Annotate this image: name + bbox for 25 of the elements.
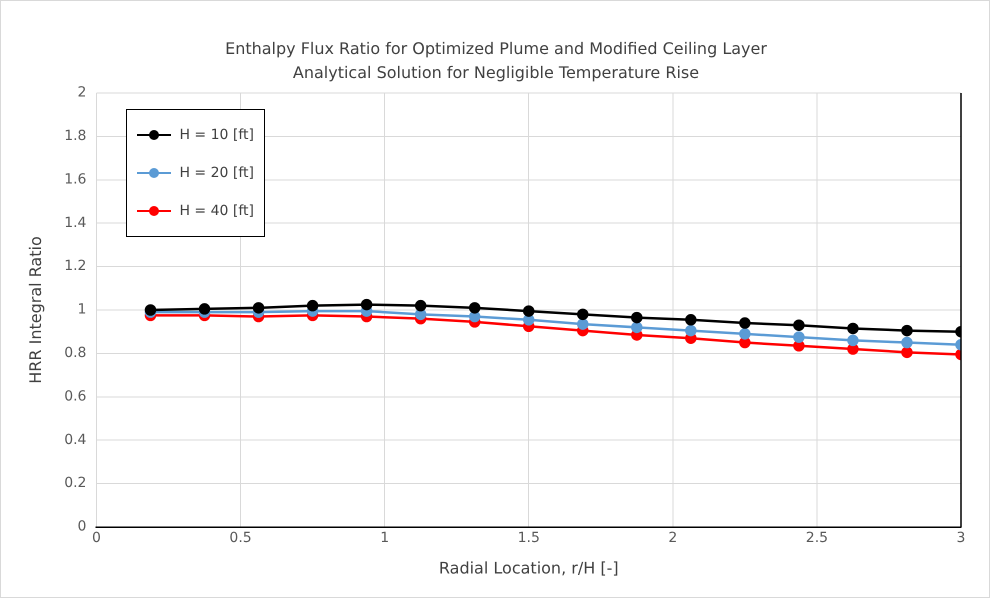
y-tick-label: 0.8 [64,345,86,362]
legend-label: H = 20 [ft] [179,165,254,181]
legend-label: H = 10 [ft] [179,127,254,143]
y-axis-title: HRR Integral Ratio [26,236,45,384]
y-tick-label: 1.4 [64,214,87,231]
x-tick-label: 0.5 [229,530,252,546]
y-tick-label: 0 [78,518,86,535]
y-tick-label: 2 [78,84,86,101]
y-tick-label: 0.4 [64,432,87,448]
legend-label: H = 40 [ft] [179,203,254,219]
y-tick-label: 0.6 [64,388,87,404]
x-axis-title: Radial Location, r/H [-] [438,558,619,578]
x-tick-label: 3 [956,530,966,546]
y-tick-label: 0.2 [64,475,86,492]
x-tick-label: 1.5 [518,530,540,546]
x-tick-label: 1 [380,530,390,546]
y-tick-label: 1.8 [64,128,86,144]
x-tick-label: 2.5 [806,530,828,546]
x-tick-label: 2 [668,530,678,546]
y-tick-label: 1.2 [64,258,86,274]
chart-subtitle: Analytical Solution for Negligible Temperature Rise [292,62,700,84]
chart-title: Enthalpy Flux Ratio for Optimized Plume and Modified Ceiling Layer [224,38,768,60]
y-tick-label: 1 [78,302,86,318]
y-tick-label: 1.6 [64,171,87,188]
x-tick-label: 0 [92,530,101,546]
